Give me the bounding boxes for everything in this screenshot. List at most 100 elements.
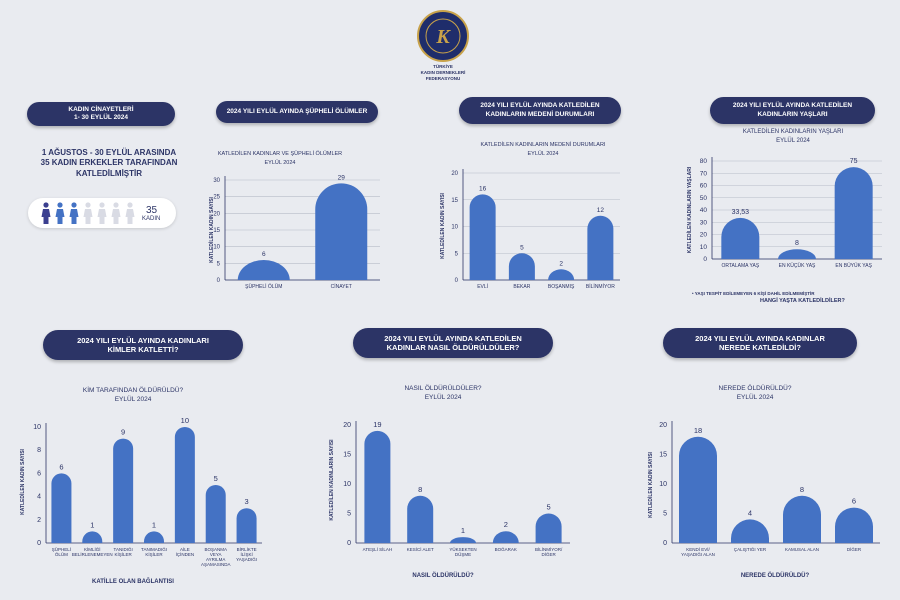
x-tick-label: KİŞİLER (145, 551, 163, 557)
y-tick-label: 80 (700, 158, 708, 165)
y-tick-label: 30 (213, 178, 220, 184)
report-title: KADIN CİNAYETLERİ (68, 105, 134, 113)
bar (205, 485, 226, 543)
women-count-label: KADIN (142, 216, 161, 222)
y-tick-label: 0 (455, 278, 459, 284)
x-tick-label: DÜŞME (455, 551, 471, 557)
y-tick-label: 5 (663, 511, 667, 518)
report-title-pill: KADIN CİNAYETLERİ 1- 30 EYLÜL 2024 (27, 102, 175, 126)
chart-title: NEREDE ÖLDÜRÜLDÜ? (719, 384, 792, 392)
x-tick-label: İÇİNDEN (176, 551, 195, 557)
data-label: 18 (694, 426, 702, 435)
x-tick-label: BİRLİKTE (237, 546, 257, 552)
bar (835, 507, 873, 543)
x-tick-label: TANIMADIĞI (141, 546, 167, 552)
bar (315, 183, 368, 280)
x-tick-label: ÖLÜM (55, 551, 68, 557)
y-tick-label: 0 (217, 278, 221, 284)
x-axis-label: KATİLLE OLAN BAĞLANTISI (92, 577, 174, 585)
suspicious-deaths-pill: 2024 YILI EYLÜL AYINDA ŞÜPHELİ ÖLÜMLER (216, 101, 378, 123)
data-label: 33,53 (732, 209, 750, 216)
data-label: 2 (504, 520, 508, 529)
x-tick-label: KİŞİLER (115, 551, 133, 557)
x-tick-label: EN BÜYÜK YAŞ (835, 262, 872, 269)
x-tick-label: CİNAYET (331, 283, 352, 290)
y-axis-label: KATLEDİLEN KADIN SAYISI (647, 451, 654, 517)
x-tick-label: İLİŞKİ (240, 551, 252, 557)
chart-title: EYLÜL 2024 (265, 159, 296, 166)
woman-icon (69, 202, 79, 224)
bar (364, 430, 391, 543)
data-label: 6 (59, 462, 63, 471)
x-tick-label: KİMLİĞİ (84, 546, 101, 552)
chart-title: EYLÜL 2024 (737, 393, 774, 401)
x-tick-label: ORTALAMA YAŞ (721, 263, 759, 269)
data-label: 5 (520, 244, 524, 251)
y-axis-label: KATLEDİLEN KADIN SAYISI (19, 448, 26, 514)
y-tick-label: 6 (37, 470, 41, 477)
y-tick-label: 10 (659, 481, 667, 488)
x-tick-label: DİĞER (847, 546, 862, 552)
data-label: 1 (90, 520, 94, 529)
bar (51, 473, 72, 543)
data-label: 12 (597, 207, 605, 214)
data-label: 9 (121, 428, 125, 437)
y-tick-label: 10 (451, 225, 458, 231)
x-tick-label: AİLE (180, 546, 190, 552)
x-tick-label: VEYA (210, 552, 222, 557)
x-tick-label: DİĞER (541, 551, 556, 557)
y-tick-label: 20 (659, 422, 667, 429)
x-tick-label: BİLİNMİYOR/ (535, 546, 563, 552)
section-title: NEREDE KATLEDİLDİ? (719, 343, 801, 352)
x-tick-label: YAŞADIĞI ALAN (681, 551, 715, 557)
bar (508, 253, 535, 280)
x-axis-label: NASIL ÖLDÜRÜLDÜ? (412, 572, 474, 579)
y-axis-label: KATLEDİLEN KADINLARIN YAŞLARI (686, 166, 693, 253)
y-tick-label: 0 (37, 540, 41, 547)
y-tick-label: 20 (213, 211, 220, 217)
x-tick-label: BEKAR (513, 284, 530, 290)
data-label: 8 (795, 240, 799, 247)
y-tick-label: 5 (455, 251, 459, 257)
y-tick-label: 60 (700, 183, 708, 190)
section-title: KADINLARIN MEDENİ DURUMLARI (485, 110, 595, 118)
x-tick-label: ŞÜPHELİ (52, 546, 71, 552)
x-tick-label: YAŞADIĞI (236, 556, 257, 562)
section-title: 2024 YILI EYLÜL AYINDA KADINLARI (77, 335, 209, 345)
x-tick-label: EN KÜÇÜK YAŞ (779, 262, 816, 269)
data-label: 5 (547, 503, 551, 512)
data-label: 8 (800, 485, 804, 494)
methods-pill: 2024 YILI EYLÜL AYINDA KATLEDİLEN KADINL… (353, 328, 553, 358)
x-tick-label: BELİRLENEMEYEN (72, 551, 113, 557)
bar (450, 537, 476, 543)
y-tick-label: 10 (700, 244, 708, 251)
bar (548, 269, 575, 280)
x-tick-label: AŞAMASINDA (201, 562, 231, 567)
x-tick-label: BİLİNMİYOR (586, 283, 615, 290)
section-title: 2024 YILI EYLÜL AYINDA KADINLAR (695, 333, 825, 343)
data-label: 6 (262, 251, 266, 258)
y-tick-label: 15 (213, 228, 220, 234)
bar (492, 531, 519, 543)
woman-icon (41, 202, 51, 224)
y-tick-label: 25 (213, 195, 220, 201)
y-tick-label: 50 (700, 195, 708, 202)
bar (587, 215, 614, 280)
data-label: 5 (214, 474, 218, 483)
y-tick-label: 10 (343, 481, 351, 488)
data-label: 75 (850, 158, 858, 165)
y-tick-label: 10 (213, 245, 220, 251)
chart-title: EYLÜL 2024 (776, 137, 810, 144)
bar (778, 249, 816, 259)
bar (783, 495, 821, 543)
y-tick-label: 0 (347, 540, 351, 547)
data-label: 8 (418, 485, 422, 494)
y-tick-label: 20 (343, 422, 351, 429)
section-title: KİMLER KATLETTİ? (107, 345, 179, 354)
x-tick-label: ÇALIŞTIĞI YER (734, 546, 767, 552)
x-tick-label: BOŞANMIŞ (548, 284, 575, 290)
bar (174, 427, 195, 543)
intro-line: 1 AĞUSTOS - 30 EYLÜL ARASINDA (41, 148, 177, 157)
section-title: 2024 YILI EYLÜL AYINDA KATLEDİLEN (480, 102, 600, 110)
